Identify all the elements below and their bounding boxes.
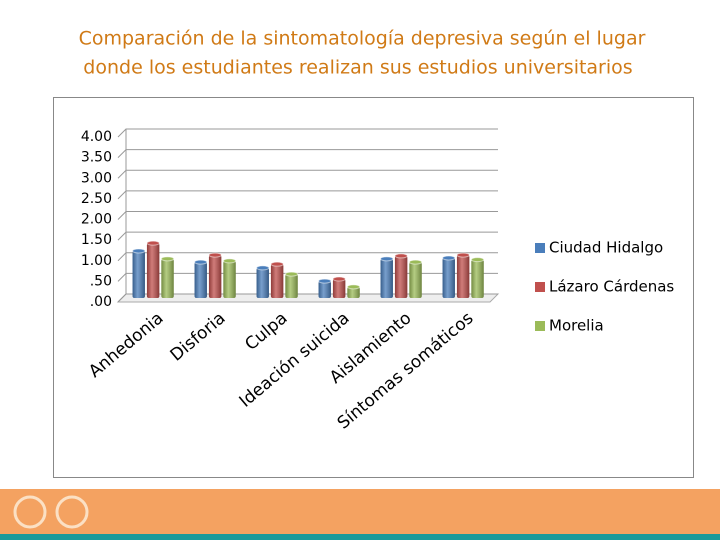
grid-line (117, 231, 498, 241)
bar-top (222, 258, 237, 264)
bar-shade (270, 264, 284, 298)
y-tick-label: 2.00 (81, 212, 112, 228)
bar-top (332, 276, 346, 282)
y-tick-label: 4.00 (81, 129, 112, 145)
bar-shade (347, 286, 360, 298)
bar-top (442, 255, 456, 261)
bar-shade (456, 255, 470, 298)
bar-top (346, 284, 361, 290)
bar-top (270, 261, 284, 267)
bar-shade (208, 255, 222, 298)
bar-shade (146, 243, 160, 298)
footer-band (0, 489, 720, 534)
grid-line (117, 252, 498, 262)
legend-label: Ciudad Hidalgo (549, 239, 663, 257)
bar-shade (223, 260, 236, 298)
bar-top (408, 259, 423, 265)
footer-line (0, 534, 720, 540)
bar-shade (332, 279, 346, 298)
title-line: Comparación de la sintomatología depresi… (79, 28, 646, 50)
bar-top (160, 256, 175, 262)
bar-shade (285, 274, 298, 298)
grid-line (117, 211, 498, 220)
legend-label: Morelia (549, 317, 604, 335)
grid-line (117, 190, 498, 200)
bar-top (456, 252, 470, 258)
bar-shade (318, 281, 331, 298)
bar-top (146, 240, 160, 246)
legend-swatch (535, 243, 545, 253)
y-tick-label: 2.50 (81, 191, 112, 207)
chart-frame (53, 97, 694, 478)
bar-shade (256, 267, 269, 298)
bar-top (380, 256, 394, 262)
bar-shade (194, 262, 207, 298)
bar-shade (132, 250, 145, 298)
bar-top (394, 253, 408, 259)
bar-top (132, 248, 146, 254)
legend-swatch (535, 321, 545, 331)
y-tick-label: .50 (90, 273, 112, 289)
y-tick-label: .00 (90, 294, 112, 310)
bar-shade (442, 257, 455, 298)
y-tick-label: 3.00 (81, 170, 112, 186)
bar-shade (380, 258, 393, 298)
bar-top (470, 257, 485, 263)
grid-line (117, 128, 498, 138)
bar-shade (161, 258, 174, 298)
grid-line (117, 272, 498, 282)
bar-shade (409, 262, 422, 298)
floor (116, 293, 500, 303)
bar-top (208, 252, 222, 258)
bar-top (284, 271, 299, 277)
title-line: donde los estudiantes realizan sus estud… (83, 57, 632, 79)
logo (55, 495, 89, 529)
legend-label: Lázaro Cárdenas (549, 278, 674, 296)
bar-top (194, 259, 208, 265)
legend-swatch (535, 282, 545, 292)
bar-shade (394, 255, 408, 298)
grid-line (117, 293, 498, 303)
bar-shade (471, 259, 484, 298)
bar-top (318, 278, 332, 284)
bar-top (256, 265, 270, 271)
logo (13, 495, 47, 529)
y-tick-label: 1.00 (81, 253, 112, 269)
y-tick-label: 3.50 (81, 150, 112, 166)
y-tick-label: 1.50 (81, 232, 112, 248)
grid-line (117, 149, 498, 158)
grid-line (117, 169, 498, 179)
